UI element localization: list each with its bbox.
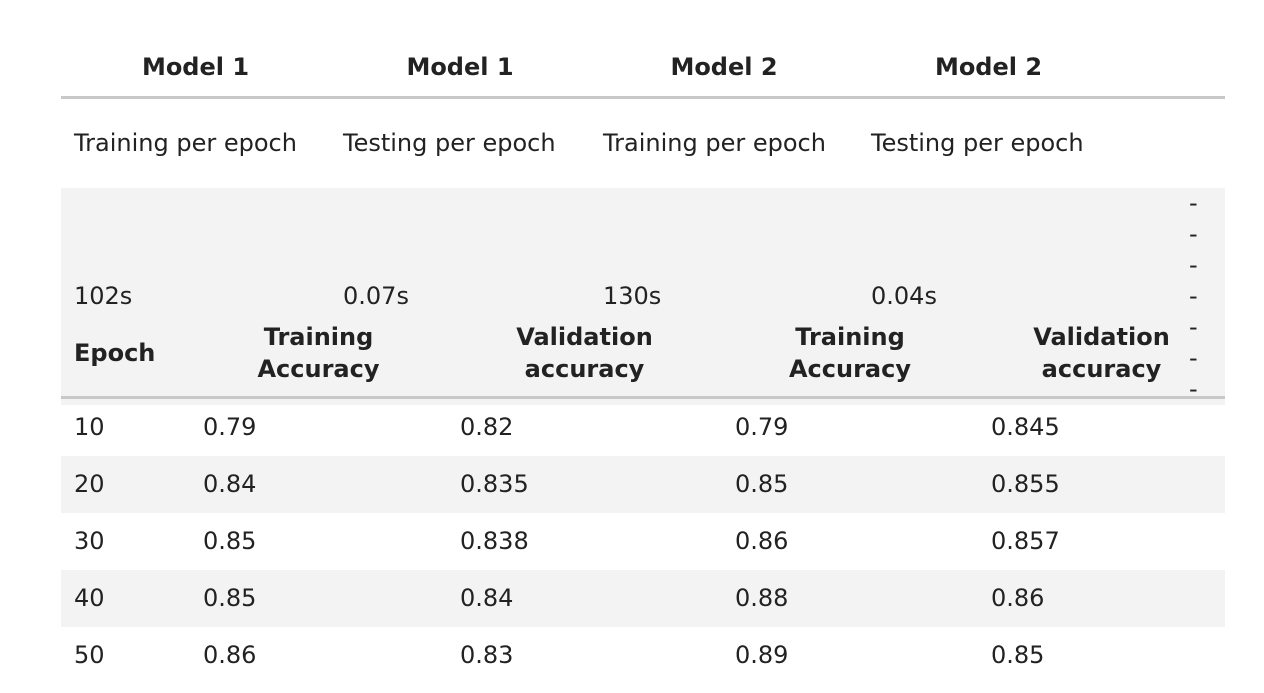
table-cell: 0.85 [991,641,1045,669]
accuracy-header-row: Epoch Training Accuracy Validation accur… [61,310,1225,399]
timing-label-row: Training per epoch Testing per epoch Tra… [61,98,1225,189]
table-cell: 0.83 [460,641,514,669]
table-cell: 0.82 [460,413,514,441]
table-row: 10 0.79 0.82 0.79 0.845 [61,398,1225,457]
table-cell: 0.845 [991,413,1060,441]
table-row: 30 0.85 0.838 0.86 0.857 [61,513,1225,570]
table-cell: 0.855 [978,456,1225,513]
table-row: 20 0.84 0.835 0.85 0.855 [61,456,1225,513]
table-cell: 0.835 [447,456,722,513]
label-training-per-epoch: Training per epoch [603,129,826,157]
label-training-per-epoch: Training per epoch [74,129,297,157]
epoch-cell: 30 [74,527,105,555]
header-model-2-validation-accuracy: Validation accuracy [978,310,1225,399]
label-testing-per-epoch: Testing per epoch [343,129,556,157]
table-cell: 0.86 [978,570,1225,627]
header-model-1-testing: Model 1 [330,38,590,99]
epoch-cell: 20 [61,456,190,513]
epoch-cell: 50 [74,641,105,669]
header-model-1-training: Model 1 [61,38,330,99]
header-model-1-validation-accuracy: Validation accuracy [447,310,722,399]
header-model-2-testing: Model 2 [858,38,1119,99]
table-cell: 0.86 [203,641,257,669]
table-cell: 0.857 [991,527,1060,555]
table-cell: 0.84 [447,570,722,627]
accuracy-table: Epoch Training Accuracy Validation accur… [61,310,1225,684]
table-cell: 0.79 [203,413,257,441]
table-row: 40 0.85 0.84 0.88 0.86 [61,570,1225,627]
timing-header-row: Model 1 Model 1 Model 2 Model 2 [61,38,1225,99]
header-model-1-training-accuracy: Training Accuracy [190,310,447,399]
header-epoch: Epoch [61,310,190,399]
table-cell: 0.85 [190,570,447,627]
timing-table: Model 1 Model 1 Model 2 Model 2 Training… [61,38,1225,405]
header-empty [1119,38,1225,99]
table-cell: 0.89 [735,641,789,669]
table-cell: 0.86 [735,527,789,555]
header-model-2-training-accuracy: Training Accuracy [722,310,978,399]
table-cell: 0.84 [190,456,447,513]
label-empty [1119,98,1225,189]
header-model-2-training: Model 2 [590,38,858,99]
table-cell: 0.88 [722,570,978,627]
table-cell: 0.85 [203,527,257,555]
epoch-cell: 10 [74,413,105,441]
table-row: 50 0.86 0.83 0.89 0.85 [61,627,1225,684]
table-cell: 0.79 [735,413,789,441]
epoch-cell: 40 [61,570,190,627]
table-cell: 0.838 [460,527,529,555]
table-cell: 0.85 [722,456,978,513]
label-testing-per-epoch: Testing per epoch [871,129,1084,157]
